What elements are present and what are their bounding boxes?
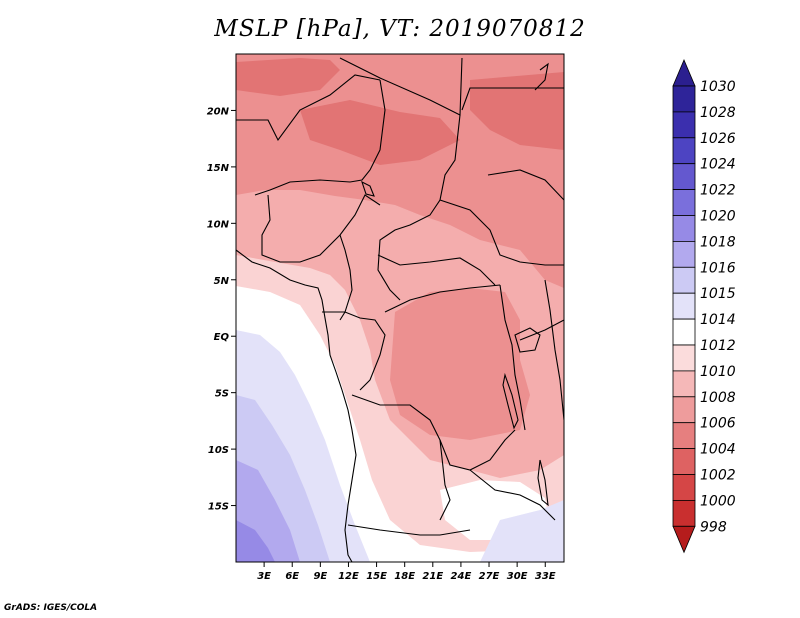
colorbar-band — [672, 474, 696, 501]
colorbar-band — [672, 266, 696, 294]
colorbar-band — [672, 111, 696, 139]
colorbar-band — [672, 137, 696, 165]
colorbar-label: 998 — [700, 519, 727, 535]
colorbar-label: 1022 — [700, 183, 736, 199]
border-east-lakes — [544, 279, 564, 421]
colorbar-label: 1004 — [700, 442, 736, 458]
border-nigeria — [261, 194, 381, 263]
colorbar-top-triangle — [672, 58, 696, 87]
colorbar-band — [672, 85, 696, 113]
lon-tick-label: 6E — [285, 571, 299, 582]
field-1015-southeast — [480, 500, 564, 562]
lake-tanganyika — [502, 372, 519, 430]
colorbar-band — [672, 448, 696, 475]
colorbar-label: 1008 — [700, 390, 736, 406]
colorbar-band — [672, 163, 696, 190]
lon-tick-label: 30E — [507, 571, 528, 582]
border-drc-angola — [351, 394, 516, 471]
lat-tick-label: 20N — [207, 106, 230, 117]
border-south-sudan — [439, 199, 564, 266]
lake-chad — [361, 180, 375, 197]
field-1006-sahara-west — [236, 58, 340, 96]
lon-tick-label: 21E — [422, 571, 443, 582]
field-1008-congo-basin — [390, 288, 530, 440]
border-mali-niger — [236, 74, 381, 142]
colorbar-band — [672, 318, 696, 346]
lon-tick-label: 33E — [535, 571, 556, 582]
border-chad-sudan — [377, 114, 461, 301]
lon-tick-label: 12E — [338, 571, 359, 582]
border-drc-uganda — [499, 284, 526, 431]
border-cameroon — [339, 234, 353, 321]
longitude-axis: 3E 6E 9E 12E 15E 18E 21E 24E 27E 30E 33E — [257, 562, 556, 582]
lat-tick-label: 15S — [208, 502, 229, 513]
border-drc-north — [384, 284, 501, 313]
colorbar-band — [672, 396, 696, 424]
border-namibia — [347, 524, 471, 536]
nile-red-sea-edge — [534, 62, 549, 91]
coastline-west-africa — [236, 249, 357, 562]
border-libya-chad-sudan — [339, 57, 463, 116]
lat-tick-label: 5N — [214, 276, 230, 287]
colorbar-band — [672, 370, 696, 398]
colorbar: 1030 1028 1026 1024 1022 1020 1018 1016 1015 1014… — [672, 58, 736, 554]
colorbar-band — [672, 292, 696, 320]
border-ethiopia — [487, 169, 564, 201]
colorbar-label: 1012 — [700, 338, 736, 354]
lon-tick-label: 18E — [394, 571, 415, 582]
colorbar-label: 1006 — [700, 416, 736, 432]
lat-tick-label: 5S — [215, 389, 229, 400]
colorbar-label: 1018 — [700, 234, 736, 250]
border-niger-chad — [254, 79, 386, 196]
grads-credit: GrADS: IGES/COLA — [4, 603, 98, 613]
colorbar-band — [672, 189, 696, 216]
colorbar-label: 1014 — [700, 312, 736, 328]
border-congo-gabon — [322, 311, 386, 391]
field-1020-southwest — [236, 520, 275, 562]
colorbar-label: 1028 — [700, 105, 736, 121]
lon-tick-label: 9E — [313, 571, 327, 582]
country-borders — [236, 57, 564, 562]
field-1006-sudan — [470, 72, 564, 150]
border-zambia-south — [469, 469, 556, 521]
latitude-axis: 20N 15N 10N 5N EQ 5S 10S 15S — [207, 106, 236, 513]
border-angola-zambia — [439, 439, 451, 521]
colorbar-band — [672, 344, 696, 372]
lon-tick-label: 15E — [366, 571, 387, 582]
colorbar-label: 1000 — [700, 493, 736, 509]
colorbar-label: 1030 — [700, 79, 736, 95]
lon-tick-label: 3E — [257, 571, 271, 582]
lat-tick-label: EQ — [214, 332, 230, 343]
border-tanzania — [519, 319, 564, 341]
colorbar-label: 1016 — [700, 260, 736, 276]
border-car — [377, 254, 496, 286]
lake-victoria — [514, 327, 541, 353]
lon-tick-label: 27E — [479, 571, 500, 582]
colorbar-band — [672, 422, 696, 450]
border-sudan-egypt — [461, 87, 564, 111]
lat-tick-label: 10N — [207, 219, 230, 230]
colorbar-band — [672, 215, 696, 242]
colorbar-band — [672, 240, 696, 268]
field-1006-sahara-central — [300, 100, 460, 165]
map-frame — [235, 53, 565, 563]
lat-tick-label: 15N — [207, 163, 230, 174]
chart-title: MSLP [hPa], VT: 2019070812 — [214, 16, 586, 42]
colorbar-bottom-triangle — [672, 525, 696, 554]
colorbar-label: 1024 — [700, 157, 736, 173]
colorbar-label: 1010 — [700, 364, 736, 380]
colorbar-band — [672, 499, 696, 527]
colorbar-label: 1020 — [700, 209, 736, 225]
pressure-field — [236, 54, 564, 562]
lake-malawi — [537, 459, 549, 507]
lat-tick-label: 10S — [208, 445, 229, 456]
colorbar-label: 1026 — [700, 131, 736, 147]
lon-tick-label: 24E — [451, 571, 472, 582]
colorbar-label: 1002 — [700, 468, 736, 484]
colorbar-label: 1015 — [700, 286, 736, 302]
